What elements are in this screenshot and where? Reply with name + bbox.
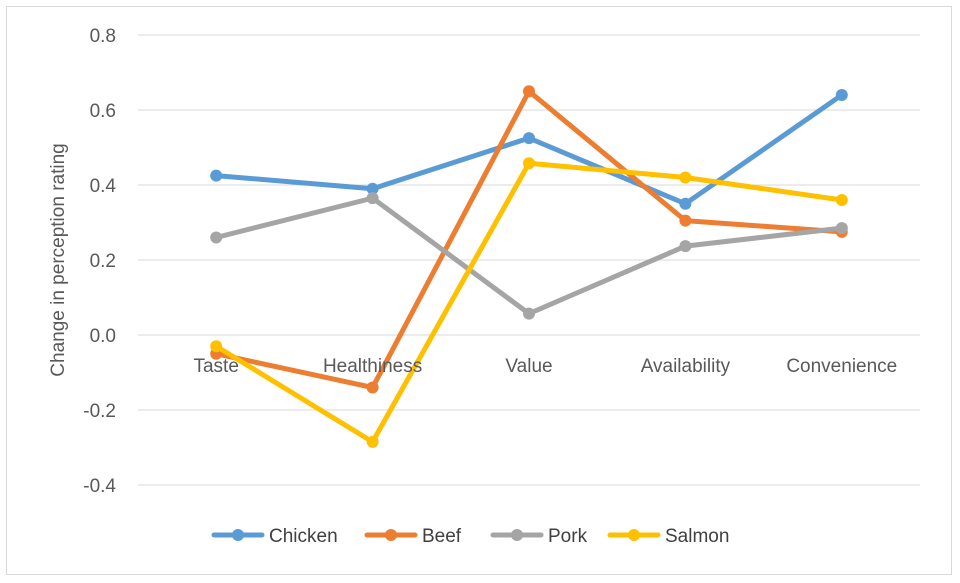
y-tick-label: 0.4 [90,176,117,197]
data-point [210,231,223,244]
legend-label: Pork [548,526,588,547]
data-point [835,222,848,235]
legend-item: Pork [490,526,588,547]
legend-label: Salmon [665,526,729,547]
data-point [366,182,379,195]
legend-label: Chicken [269,526,338,547]
series-pork [210,192,848,320]
legend-marker [385,529,397,541]
x-tick-label: Value [505,356,552,377]
data-point [366,381,379,394]
data-point [679,240,692,253]
series-salmon [210,157,848,448]
x-tick-label: Taste [193,356,238,377]
legend-label: Beef [422,526,462,547]
legend-marker [628,529,640,541]
data-point [523,85,535,98]
series-line [213,195,845,317]
series-chicken [210,89,848,210]
series-line [213,160,845,445]
y-tick-label: 0.6 [90,101,116,122]
data-point [366,192,379,205]
legend-item: Salmon [607,526,729,547]
x-tick-label: Healthiness [323,356,422,377]
series-lines [210,85,848,448]
data-point [679,197,692,210]
y-axis-ticks: 0.8 0.6 0.4 0.2 0.0 -0.2 -0.4 [83,26,116,497]
y-tick-label: -0.2 [83,401,116,422]
data-point [366,435,379,448]
legend-item: Chicken [211,526,338,547]
data-point [210,169,223,182]
data-point [523,307,535,320]
data-point [523,157,535,170]
legend-marker [232,529,244,541]
y-tick-label: 0.2 [90,251,116,272]
data-point [835,194,848,206]
legend: Chicken Beef Pork Salmon [211,526,729,547]
x-tick-label: Availability [641,356,731,377]
y-axis-title: Change in perception rating [48,143,69,376]
data-point [523,132,535,145]
data-point [679,214,692,227]
y-tick-label: -0.4 [83,476,116,497]
data-point [210,340,223,353]
gridlines [138,34,920,486]
legend-item: Beef [364,526,462,547]
chart-frame [6,6,952,575]
legend-marker [511,529,523,541]
y-tick-label: 0.8 [90,26,116,47]
y-tick-label: 0.0 [90,326,116,347]
x-axis-ticks: Taste Healthiness Value Availability Conveni… [193,356,897,377]
data-point [835,89,848,101]
data-point [679,171,692,184]
x-tick-label: Convenience [786,356,897,377]
